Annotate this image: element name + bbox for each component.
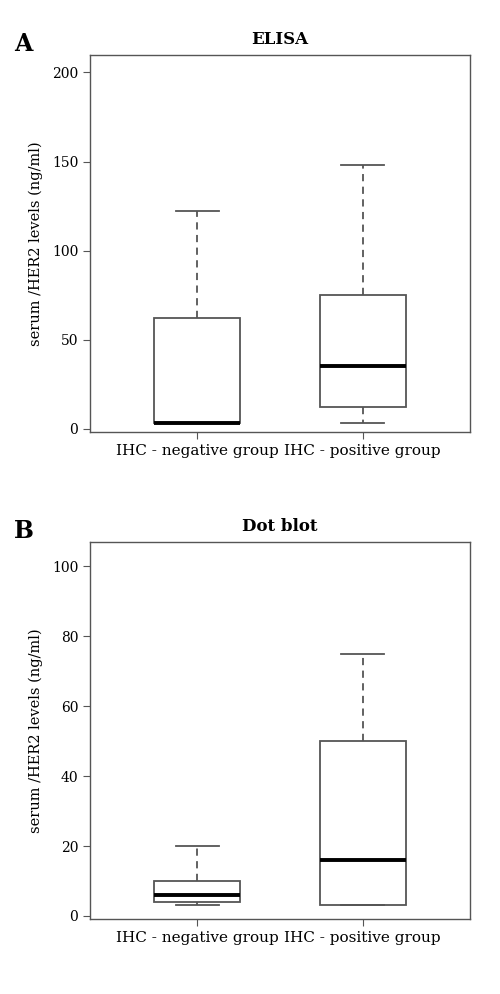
Text: B: B bbox=[14, 519, 34, 543]
Y-axis label: serum ∕HER2 levels (ng/ml): serum ∕HER2 levels (ng/ml) bbox=[29, 141, 43, 346]
PathPatch shape bbox=[320, 295, 406, 408]
PathPatch shape bbox=[154, 318, 240, 423]
Y-axis label: serum ∕HER2 levels (ng/ml): serum ∕HER2 levels (ng/ml) bbox=[29, 628, 43, 833]
Title: Dot blot: Dot blot bbox=[242, 518, 318, 535]
Title: ELISA: ELISA bbox=[252, 31, 308, 48]
PathPatch shape bbox=[154, 881, 240, 902]
Text: A: A bbox=[14, 32, 32, 56]
PathPatch shape bbox=[320, 742, 406, 906]
